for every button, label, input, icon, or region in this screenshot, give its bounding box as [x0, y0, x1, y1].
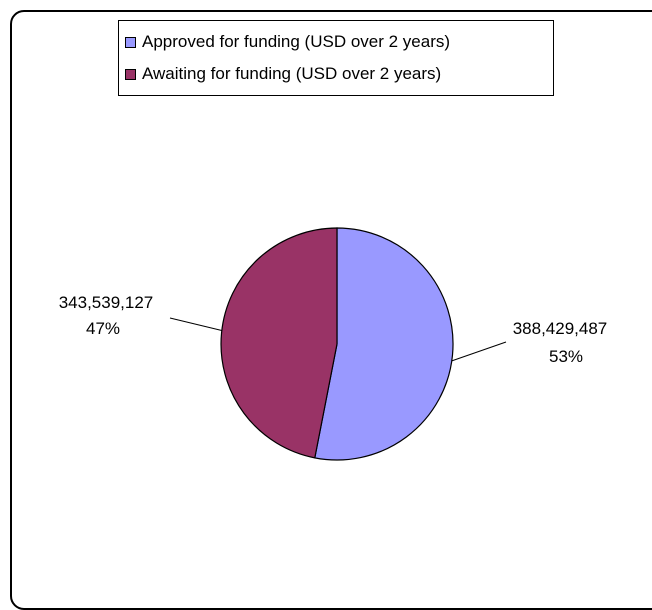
legend-swatch-approved: [125, 36, 136, 48]
pie-slice-approved: [314, 227, 454, 461]
data-label-approved-value: 388,429,487: [513, 319, 608, 338]
leader-line-awaiting: [169, 317, 222, 331]
pie-slice-awaiting: [220, 227, 338, 459]
data-label-awaiting-value: 343,539,127: [59, 293, 154, 312]
data-label-awaiting-percent: 47%: [86, 319, 120, 338]
data-label-approved-percent: 53%: [549, 347, 583, 366]
legend-swatch-awaiting: [125, 68, 136, 80]
legend-item-awaiting: Awaiting for funding (USD over 2 years): [125, 63, 441, 85]
chart-legend: Approved for funding (USD over 2 years) …: [118, 20, 554, 96]
legend-label-awaiting: Awaiting for funding (USD over 2 years): [142, 64, 442, 83]
legend-item-approved: Approved for funding (USD over 2 years): [125, 31, 450, 53]
legend-label-approved: Approved for funding (USD over 2 years): [142, 32, 451, 51]
pie-chart: 388,429,487 53% 343,539,127 47%: [59, 227, 608, 461]
leader-line-approved: [451, 341, 507, 362]
